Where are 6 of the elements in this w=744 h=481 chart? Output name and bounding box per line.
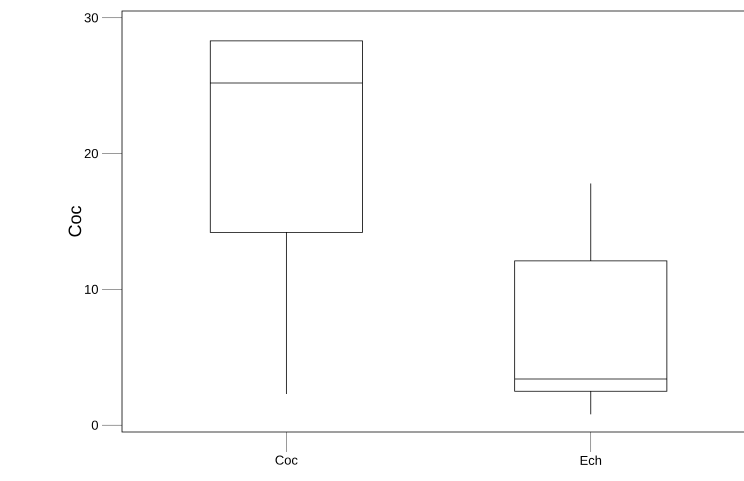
y-tick-label: 30 — [84, 13, 98, 22]
x-tick-label: Ech — [580, 456, 602, 466]
y-axis-title: Coc — [68, 206, 82, 237]
y-tick-label: 0 — [92, 420, 98, 430]
y-tick-label: 20 — [84, 148, 98, 158]
y-tick-label: 10 — [85, 284, 98, 294]
